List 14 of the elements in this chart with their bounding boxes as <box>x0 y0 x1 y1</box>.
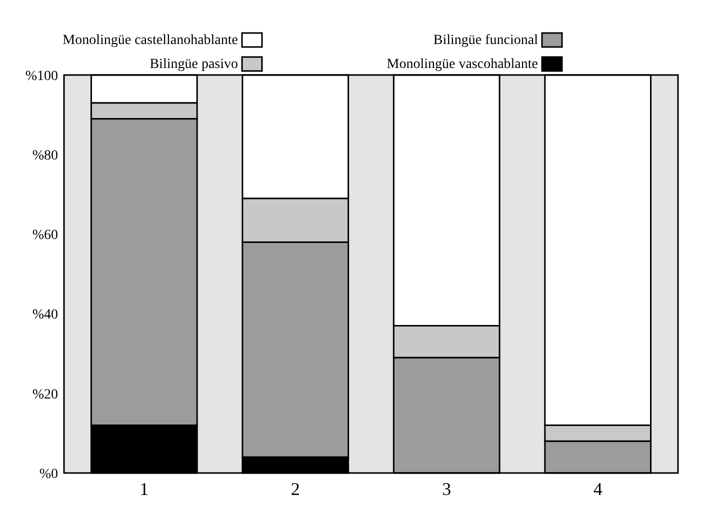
x-tick-label: 1 <box>140 479 149 499</box>
legend-label: Bilingüe pasivo <box>150 57 238 72</box>
y-tick-label: %100 <box>25 68 58 84</box>
legend-label: Monolingüe vascohablante <box>386 57 538 72</box>
y-tick-label: %0 <box>39 466 58 482</box>
legend-label: Bilingüe funcional <box>433 33 538 48</box>
x-tick-label: 2 <box>290 479 300 499</box>
y-tick-label: %80 <box>32 148 58 164</box>
y-tick-label: %40 <box>32 308 58 323</box>
x-tick-label: 4 <box>593 479 602 499</box>
y-tick-label: %60 <box>32 228 58 244</box>
legend-label: Monolingüe castellanohablante <box>62 33 238 48</box>
x-tick-label: 3 <box>442 479 452 499</box>
y-tick-label: %20 <box>32 387 58 402</box>
